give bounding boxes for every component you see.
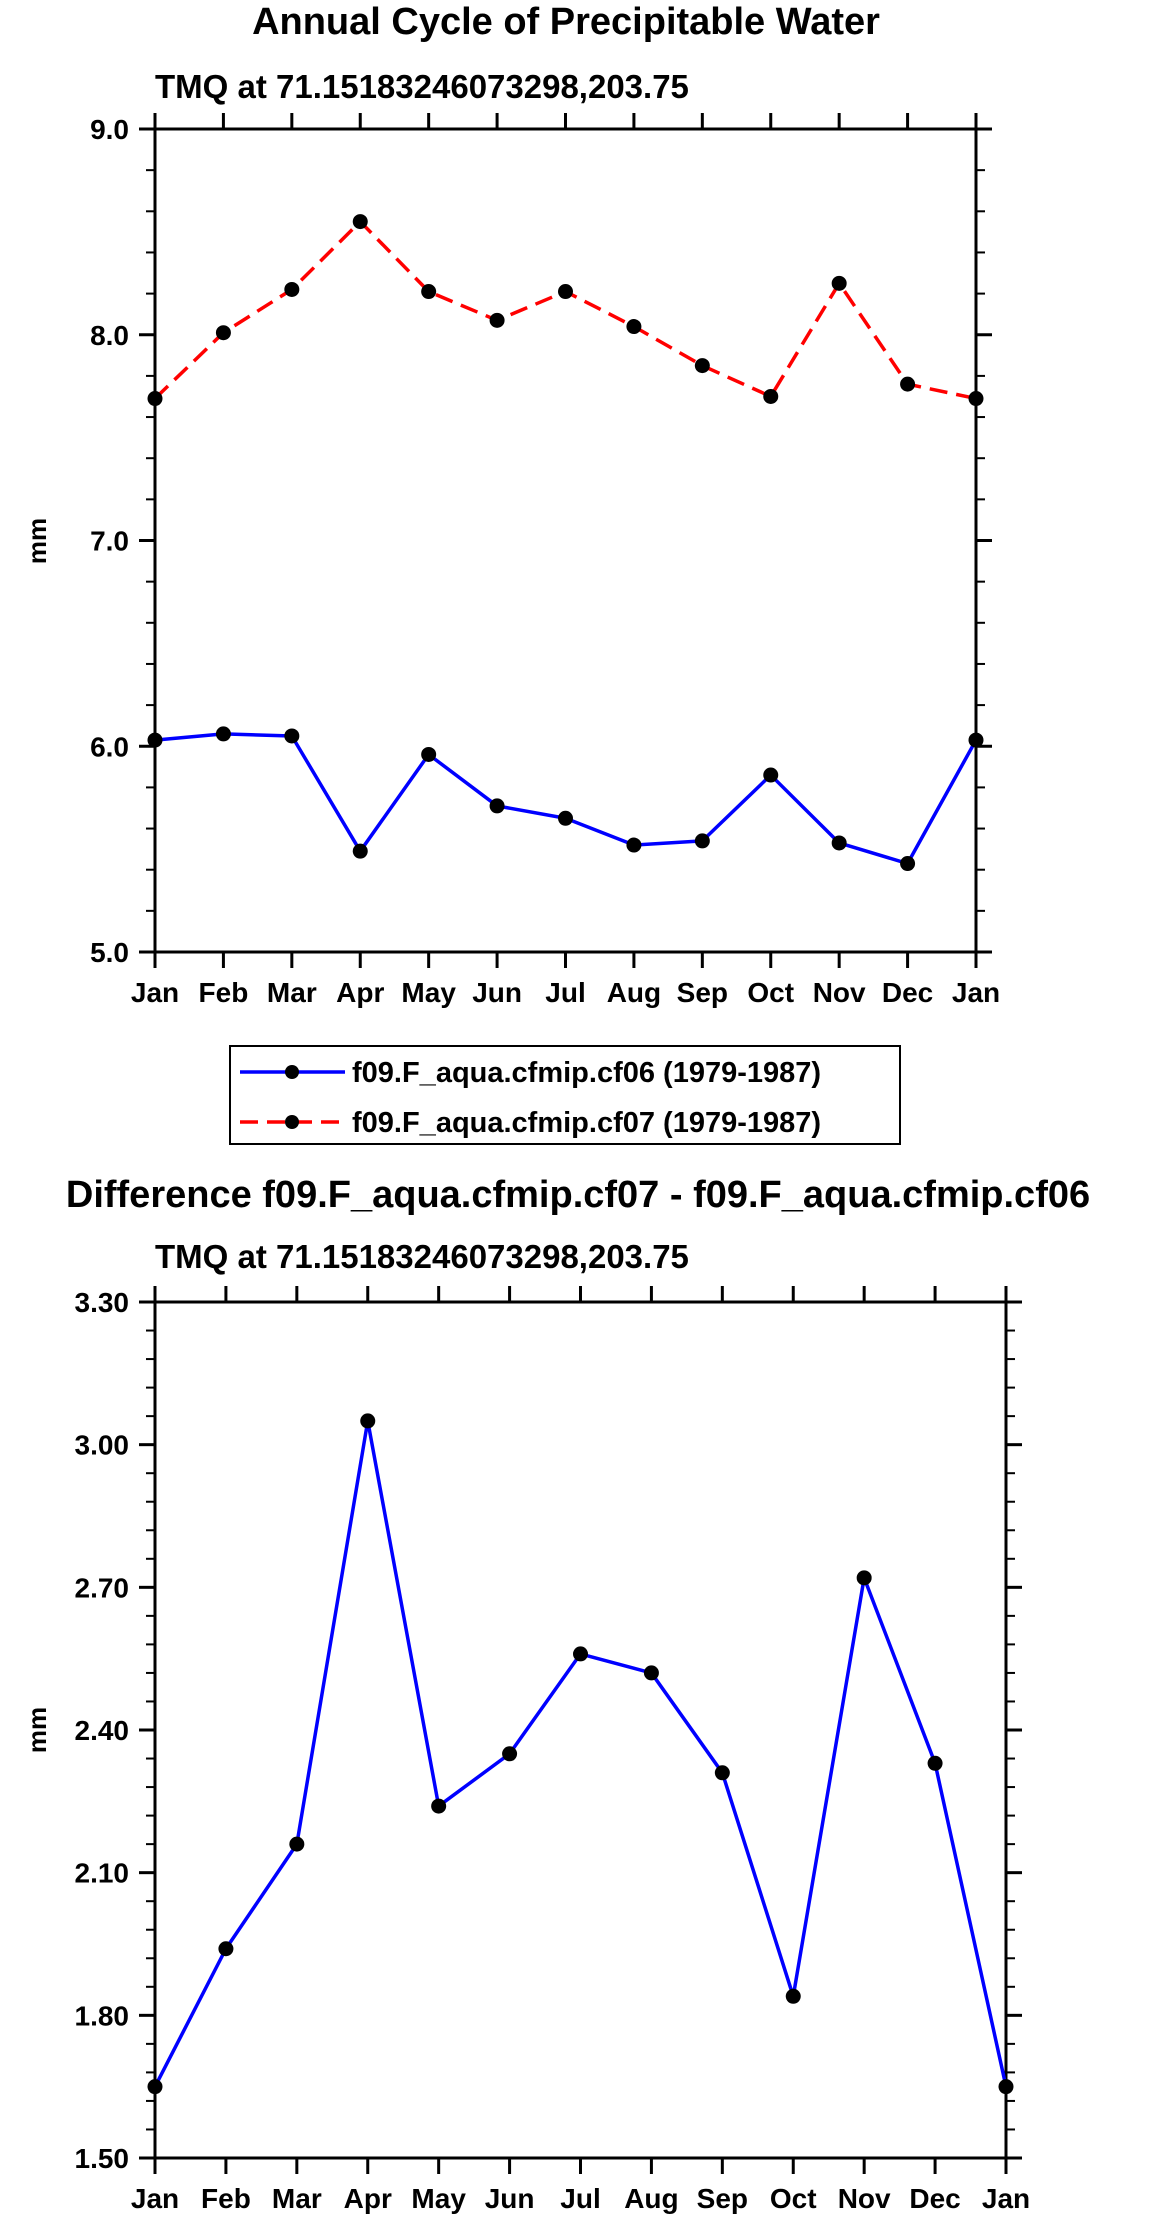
x-tick-label: Aug — [607, 977, 661, 1008]
data-point — [352, 214, 368, 230]
x-tick-label: Aug — [624, 2183, 678, 2214]
data-point — [147, 2079, 163, 2095]
data-point — [968, 732, 984, 748]
x-tick-label: Dec — [882, 977, 933, 1008]
chart-title: Difference f09.F_aqua.cfmip.cf07 - f09.F… — [66, 1174, 1090, 1216]
chart-subtitle: TMQ at 71.15183246073298,203.75 — [155, 68, 689, 105]
series-line-0 — [153, 1419, 1008, 2088]
data-point — [352, 843, 368, 859]
plot-area: 1.50 1.80 2.10 2.40 2.70 3.00 3.30 Jan Feb Mar Apr… — [22, 1286, 1030, 2214]
data-point — [289, 1836, 305, 1852]
data-point — [489, 798, 505, 814]
x-tick-label: Dec — [909, 2183, 960, 2214]
data-point — [927, 1755, 943, 1771]
data-point — [831, 835, 847, 851]
x-tick-label: Feb — [199, 977, 249, 1008]
x-tick-label: Apr — [336, 977, 384, 1008]
y-tick-label: 3.30 — [75, 1287, 130, 1318]
x-tick-label: May — [411, 2183, 466, 2214]
data-point — [573, 1646, 588, 1662]
x-tick-label: Jun — [485, 2183, 535, 2214]
x-tick-label: Jul — [560, 2183, 600, 2214]
x-tick-label: Nov — [813, 977, 866, 1008]
legend-marker-cf06 — [285, 1065, 299, 1079]
data-point — [421, 284, 437, 300]
x-tick-label: Jul — [545, 977, 585, 1008]
data-point — [900, 376, 916, 392]
x-tick-label: Jan — [131, 977, 179, 1008]
chart-subtitle: TMQ at 71.15183246073298,203.75 — [155, 1238, 689, 1275]
plot-frame — [153, 1300, 1008, 2160]
chart-title: Annual Cycle of Precipitable Water — [252, 1, 880, 43]
data-point — [968, 391, 984, 407]
x-tick-label: Oct — [747, 977, 794, 1008]
data-point — [714, 1765, 730, 1781]
y-axis-label: mm — [22, 1707, 52, 1753]
x-tick-label: Jan — [131, 2183, 179, 2214]
x-tick-label: Mar — [272, 2183, 322, 2214]
data-point — [502, 1746, 518, 1762]
y-tick-label: 1.80 — [75, 2000, 130, 2031]
data-point — [558, 284, 573, 300]
data-point — [763, 767, 779, 783]
y-tick-label: 8.0 — [90, 320, 129, 351]
data-point — [489, 312, 505, 328]
x-tick-label: Mar — [267, 977, 317, 1008]
data-point — [763, 388, 779, 404]
data-point — [558, 810, 573, 826]
data-point — [421, 746, 437, 762]
x-tick-label: Sep — [697, 2183, 748, 2214]
y-tick-label: 3.00 — [75, 1430, 130, 1461]
data-point — [626, 837, 642, 853]
y-tick-label: 1.50 — [75, 2143, 130, 2174]
x-tick-label: Nov — [838, 2183, 891, 2214]
data-point — [831, 275, 847, 291]
y-tick-label: 6.0 — [90, 731, 129, 762]
x-tick-label: Sep — [677, 977, 728, 1008]
x-tick-label: Jan — [982, 2183, 1030, 2214]
x-tick-label: Jun — [472, 977, 522, 1008]
legend-marker-cf07 — [285, 1115, 299, 1129]
data-point — [694, 358, 710, 374]
y-tick-label: 9.0 — [90, 114, 129, 145]
data-point — [147, 391, 163, 407]
data-point — [284, 281, 300, 297]
data-point — [215, 726, 231, 742]
series-line-1 — [153, 219, 977, 401]
data-point — [431, 1798, 447, 1814]
x-tick-label: May — [401, 977, 456, 1008]
data-point — [785, 1988, 801, 2004]
legend-box — [229, 1045, 901, 1145]
data-point — [284, 728, 300, 744]
data-point — [856, 1570, 872, 1586]
data-point — [900, 856, 916, 872]
y-axis-label: mm — [22, 518, 52, 564]
legend-label-cf06: f09.F_aqua.cfmip.cf06 (1979-1987) — [352, 1057, 821, 1089]
legend: f09.F_aqua.cfmip.cf06 (1979-1987) f09.F_… — [229, 1045, 901, 1145]
data-point — [218, 1941, 234, 1957]
x-tick-label: Apr — [344, 2183, 392, 2214]
data-point — [694, 833, 710, 849]
y-tick-label: 7.0 — [90, 526, 129, 557]
data-point — [626, 319, 642, 335]
data-point — [998, 2079, 1014, 2095]
data-point — [215, 325, 231, 341]
x-tick-label: Oct — [770, 2183, 817, 2214]
data-point — [643, 1665, 659, 1681]
chart-annual-cycle: Annual Cycle of Precipitable Water TMQ a… — [22, 1, 1000, 1008]
legend-label-cf07: f09.F_aqua.cfmip.cf07 (1979-1987) — [352, 1107, 821, 1139]
plot-area: 5.0 6.0 7.0 8.0 9.0 Jan Feb Mar Apr May Jun Jul Aug S… — [22, 113, 1000, 1008]
y-tick-label: 2.40 — [75, 1715, 130, 1746]
x-tick-label: Feb — [201, 2183, 251, 2214]
chart-difference: Difference f09.F_aqua.cfmip.cf07 - f09.F… — [22, 1174, 1090, 2214]
x-tick-label: Jan — [952, 977, 1000, 1008]
y-tick-label: 5.0 — [90, 937, 129, 968]
series-line-0 — [154, 732, 978, 866]
y-tick-label: 2.10 — [75, 1858, 130, 1889]
y-tick-label: 2.70 — [75, 1572, 130, 1603]
plot-frame — [153, 127, 978, 954]
data-point — [360, 1413, 376, 1429]
data-point — [147, 732, 163, 748]
